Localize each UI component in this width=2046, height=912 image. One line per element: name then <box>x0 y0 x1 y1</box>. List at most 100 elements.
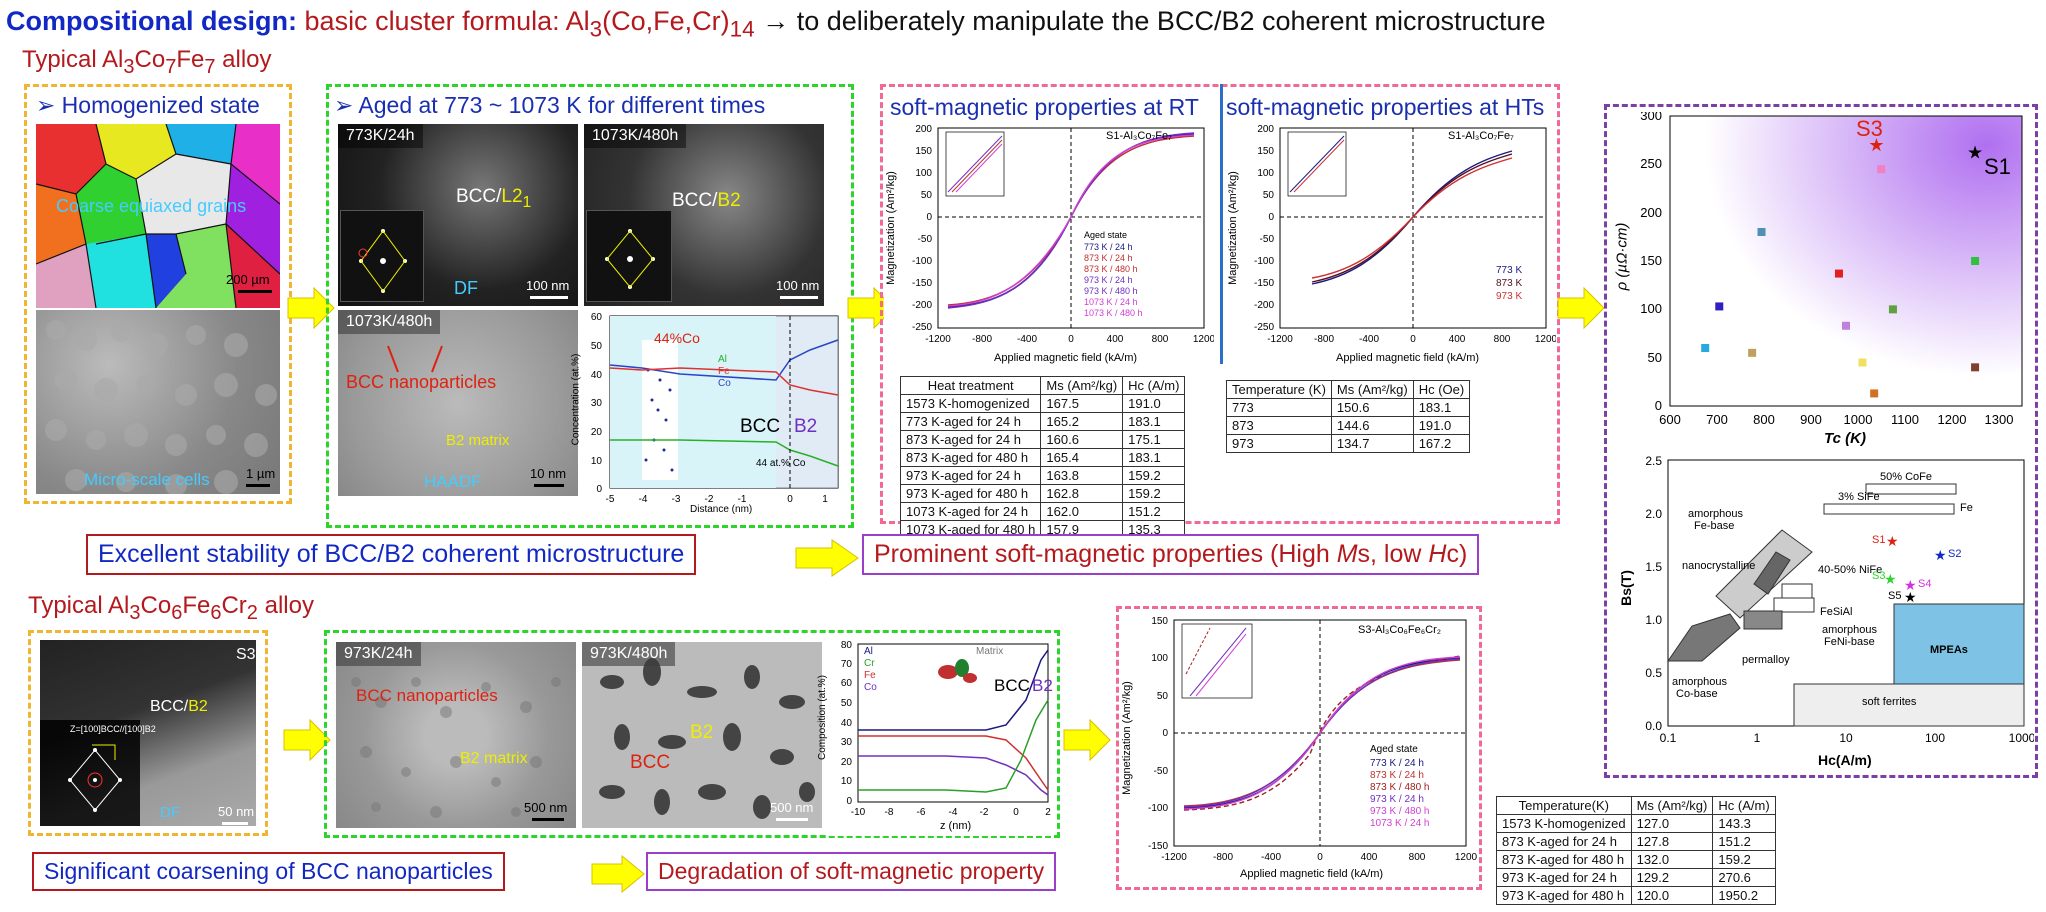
page-title: Compositional design: basic cluster form… <box>6 6 1546 42</box>
diffraction-inset <box>340 210 424 302</box>
y-axis-label: Magnetization (Am²/kg) <box>884 171 897 285</box>
legend-co: Co <box>718 378 731 389</box>
legend-title: Aged state <box>1370 744 1418 755</box>
apt-profile-2: 0 10 20 30 40 50 60 70 80 -10 -8 -6 -4 -2 0 2 Al Cr Fe Co… <box>817 640 1054 836</box>
plot-label: S1-Al₃Co₇Fe₇ <box>1106 130 1172 142</box>
svg-text:100: 100 <box>1257 168 1274 179</box>
image-label: 973K/480h <box>582 642 676 666</box>
svg-text:800: 800 <box>1753 412 1775 427</box>
legend-al: Al <box>718 354 727 365</box>
amfeni2-label: FeNi-base <box>1824 636 1875 648</box>
scale-label: 1 µm <box>246 466 276 481</box>
svg-text:2.5: 2.5 <box>1645 456 1662 468</box>
svg-text:★: ★ <box>1904 589 1917 605</box>
s3-label: S3 <box>1856 116 1883 141</box>
sife-label: 3% SiFe <box>1838 491 1880 503</box>
ht-heading: soft-magnetic properties at HTs <box>1226 94 1545 120</box>
svg-text:800: 800 <box>1494 334 1511 345</box>
conclusion-coarsening: Significant coarsening of BCC nanopartic… <box>32 852 505 891</box>
scatter-point <box>1870 389 1879 398</box>
matrix-label: B2 matrix <box>446 432 510 449</box>
svg-text:-150: -150 <box>1254 278 1274 289</box>
svg-text:10: 10 <box>591 456 603 467</box>
svg-text:-1200: -1200 <box>1267 334 1293 345</box>
amco-label: amorphous <box>1672 676 1728 688</box>
svg-text:150: 150 <box>1640 253 1662 268</box>
scale-label: 50 nm <box>218 804 255 819</box>
plot-label: S1-Al₃Co₇Fe₇ <box>1448 130 1514 142</box>
svg-text:800: 800 <box>1409 852 1426 863</box>
alloy2-heading: Typical Al3Co6Fe6Cr2 alloy <box>28 592 314 624</box>
table-row: 973 K-aged for 480 h 120.0 1950.2 <box>1496 886 1776 905</box>
svg-text:2: 2 <box>1045 807 1051 818</box>
x-axis-label: Distance (nm) <box>690 504 753 515</box>
image-label: 1073K/480h <box>338 310 441 334</box>
matrix-label: B2 matrix <box>460 750 528 767</box>
s3-magnetic-panel <box>1116 606 1482 890</box>
title-formula: basic cluster formula: Al3(Co,Fe,Cr)14 <box>304 6 755 42</box>
legend: 773 K 873 K 973 K <box>1496 265 1523 302</box>
legend: 773 K / 24 h 873 K / 24 h 873 K / 480 h 973… <box>1370 758 1430 829</box>
svg-text:1: 1 <box>822 494 828 505</box>
svg-text:0.5: 0.5 <box>1645 666 1662 680</box>
svg-text:-400: -400 <box>1017 334 1037 345</box>
s3-marker-label: S3 <box>1872 570 1886 582</box>
aged-heading: ➢ Aged at 773 ~ 1073 K for different tim… <box>334 92 766 118</box>
scale-bar <box>530 296 568 299</box>
grains-label: Coarse equiaxed grains <box>56 196 247 216</box>
table-row: 973 K-aged for 480 h 162.8 159.2 <box>899 484 1186 503</box>
svg-text:-50: -50 <box>1154 766 1169 777</box>
svg-text:-2: -2 <box>980 807 989 818</box>
svg-text:-6: -6 <box>917 807 926 818</box>
svg-text:-10: -10 <box>851 807 866 818</box>
cells-label: Micro-scale cells <box>84 470 210 489</box>
table-row: 973 134.7 167.2 <box>1226 434 1471 453</box>
table-row: 773 K-aged for 24 h 165.2 183.1 <box>899 412 1186 431</box>
scale-bar <box>780 296 818 299</box>
haadf-label: HAADF <box>424 472 482 491</box>
table-row: 873 K-aged for 480 h 165.4 183.1 <box>899 448 1186 467</box>
image-label: 1073K/480h <box>584 124 687 148</box>
scale-label: 100 nm <box>526 278 570 293</box>
svg-text:-150: -150 <box>912 278 932 289</box>
svg-text:200: 200 <box>915 124 932 135</box>
scatter-point <box>1842 321 1850 330</box>
table-row: 873 K-aged for 24 h 160.6 175.1 <box>899 430 1186 449</box>
scale-label: 500 nm <box>524 800 568 815</box>
scatter-point <box>1715 302 1724 311</box>
nanoparticles-label: BCC nanoparticles <box>356 686 498 705</box>
y-axis-label: Composition (at.%) <box>817 674 829 761</box>
rt-hysteresis-plot: 200 150 100 50 0 -50 -100 -150 -200 -250 -1200 -80… <box>884 122 1216 372</box>
x-axis-label: Applied magnetic field (kA/m) <box>994 352 1138 364</box>
s3-hysteresis-plot: 150 100 50 0 -50 -100 -150 -1200 -800 -400 0 400 80… <box>1120 614 1478 886</box>
scatter-point <box>1748 348 1757 357</box>
svg-text:700: 700 <box>1706 412 1728 427</box>
legend-title: Aged state <box>1084 230 1128 240</box>
scale-label: 500 nm <box>770 800 814 815</box>
scatter-point <box>1858 358 1867 367</box>
y-axis-label: Bs(T) <box>1617 570 1634 606</box>
s1-marker-label: S1 <box>1872 534 1886 546</box>
apt-profile-1: 0 10 20 30 40 50 60 -5 -4 -3 -2 -1 0 1 44%Co BCC B2 … <box>570 310 846 520</box>
svg-text:-5: -5 <box>606 494 615 505</box>
legend-fe: Fe <box>718 366 730 377</box>
table-row: 1573 K-homogenized 127.0 143.3 <box>1496 814 1776 833</box>
table-row: 973 K-aged for 24 h 163.8 159.2 <box>899 466 1186 485</box>
image-label: 973K/24h <box>336 642 421 666</box>
b2-label: B2 <box>1032 676 1053 695</box>
rt-heading: soft-magnetic properties at RT <box>890 94 1199 120</box>
arrow-icon <box>287 286 335 330</box>
table-row: 873 144.6 191.0 <box>1226 416 1471 435</box>
scale-bar <box>532 818 564 821</box>
svg-text:150: 150 <box>1257 146 1274 157</box>
scale-label: 200 µm <box>226 272 270 287</box>
svg-text:1000: 1000 <box>2009 731 2034 745</box>
svg-text:0: 0 <box>1013 807 1019 818</box>
conclusion-soft-magnetic: Prominent soft-magnetic properties (High… <box>862 534 1480 575</box>
scale-label: 10 nm <box>530 466 567 481</box>
arrow-icon <box>795 539 859 577</box>
scale-bar <box>222 822 248 825</box>
y-axis-label: Concentration (at.%) <box>570 353 582 446</box>
ebsd-grain-map <box>36 124 280 308</box>
phase-label: BCC/B2 <box>672 190 741 211</box>
